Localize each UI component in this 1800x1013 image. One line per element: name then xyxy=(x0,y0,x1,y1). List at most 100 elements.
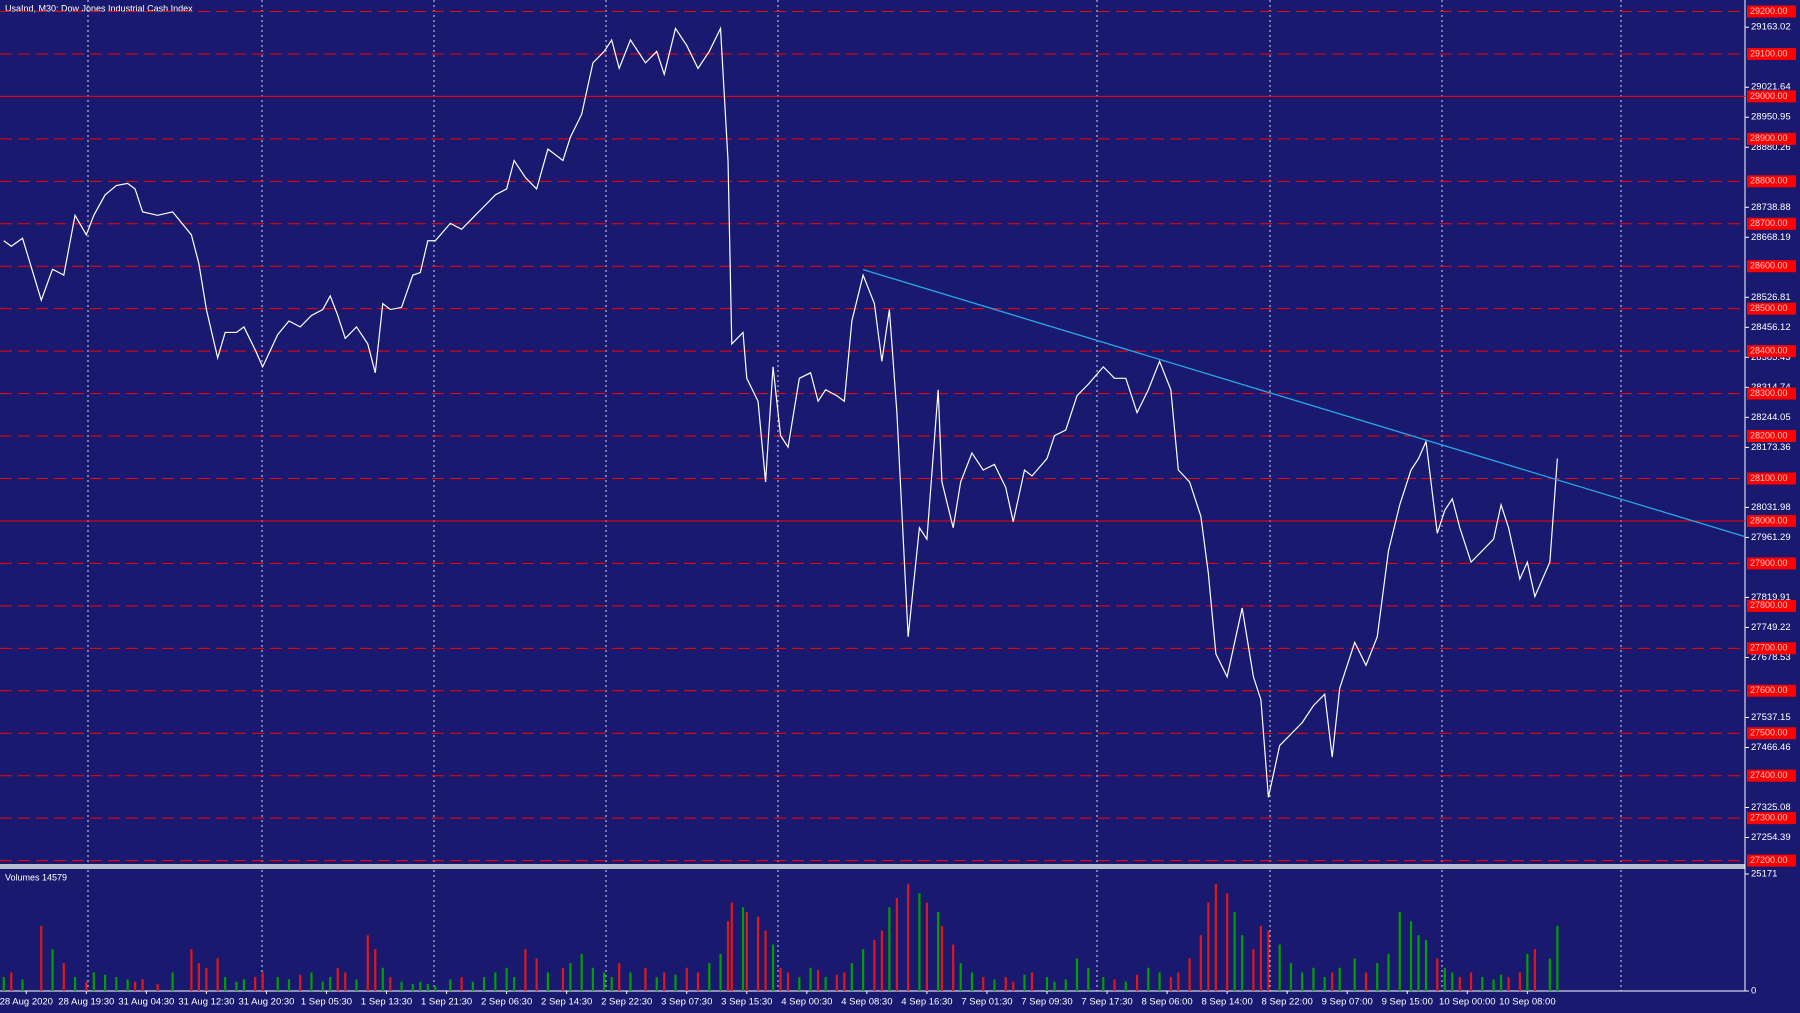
y-tick-label: 27819.91 xyxy=(1751,592,1791,603)
level-label: 28100.00 xyxy=(1750,473,1788,483)
level-label: 29000.00 xyxy=(1750,91,1788,101)
level-label-box xyxy=(1747,430,1796,443)
y-tick-label: 27254.39 xyxy=(1751,832,1791,843)
level-label-box xyxy=(1747,90,1796,103)
y-tick-label: 28031.98 xyxy=(1751,502,1791,513)
x-tick-label: 1 Sep 21:30 xyxy=(421,997,472,1008)
level-label: 27800.00 xyxy=(1750,600,1788,610)
volume-bars xyxy=(2,884,1559,991)
level-label: 27700.00 xyxy=(1750,643,1788,653)
level-label-box xyxy=(1747,557,1796,570)
y-tick-label: 27749.22 xyxy=(1751,622,1791,633)
level-label-box xyxy=(1747,5,1796,18)
level-label: 28400.00 xyxy=(1750,346,1788,356)
volume-label: Volumes 14579 xyxy=(5,872,67,882)
y-tick-label: 28385.43 xyxy=(1751,352,1791,363)
x-tick-label: 3 Sep 15:30 xyxy=(721,997,772,1008)
x-tick-label: 10 Sep 08:00 xyxy=(1499,997,1556,1008)
x-tick-label: 7 Sep 01:30 xyxy=(961,997,1012,1008)
level-label: 28500.00 xyxy=(1750,303,1788,313)
level-label: 28300.00 xyxy=(1750,388,1788,398)
x-tick-label: 4 Sep 16:30 xyxy=(901,997,952,1008)
level-label: 27200.00 xyxy=(1750,855,1788,865)
level-label: 28000.00 xyxy=(1750,515,1788,525)
level-label: 27300.00 xyxy=(1750,813,1788,823)
level-label: 27400.00 xyxy=(1750,770,1788,780)
x-tick-label: 7 Sep 09:30 xyxy=(1021,997,1072,1008)
y-tick-label: 28173.36 xyxy=(1751,442,1791,453)
level-label-box xyxy=(1747,387,1796,400)
y-tick-label: 28668.19 xyxy=(1751,232,1791,243)
x-tick-label: 8 Sep 22:00 xyxy=(1262,997,1313,1008)
level-label-box xyxy=(1747,642,1796,655)
level-label: 28900.00 xyxy=(1750,133,1788,143)
y-tick-label: 28880.26 xyxy=(1751,142,1791,153)
y-tick-label: 27537.15 xyxy=(1751,712,1791,723)
level-label: 29200.00 xyxy=(1750,6,1788,16)
level-label-box xyxy=(1747,854,1796,867)
vertical-separators xyxy=(87,0,1622,991)
level-label-box xyxy=(1747,684,1796,697)
level-label: 28200.00 xyxy=(1750,430,1788,440)
y-tick-label: 29163.02 xyxy=(1751,22,1791,33)
level-label-box xyxy=(1747,132,1796,145)
level-label-box xyxy=(1747,217,1796,230)
chart-title: UsaInd, M30: Dow Jones Industrial Cash I… xyxy=(5,3,193,13)
y-tick-label: 28526.81 xyxy=(1751,292,1791,303)
y-tick-label: 28314.74 xyxy=(1751,382,1791,393)
x-tick-label: 28 Aug 19:30 xyxy=(58,997,114,1008)
x-tick-label: 31 Aug 20:30 xyxy=(238,997,294,1008)
y-tick-label: 28950.95 xyxy=(1751,112,1791,123)
x-tick-label: 8 Sep 14:00 xyxy=(1202,997,1253,1008)
level-label-box xyxy=(1747,260,1796,273)
level-label-box xyxy=(1747,769,1796,782)
x-tick-label: 4 Sep 08:30 xyxy=(841,997,892,1008)
volume-tick-label: 25171 xyxy=(1751,869,1777,880)
x-tick-label: 8 Sep 06:00 xyxy=(1141,997,1192,1008)
level-label: 27500.00 xyxy=(1750,728,1788,738)
y-tick-label: 28456.12 xyxy=(1751,322,1791,333)
level-label-box xyxy=(1747,727,1796,740)
x-tick-label: 1 Sep 13:30 xyxy=(361,997,412,1008)
x-tick-label: 31 Aug 04:30 xyxy=(118,997,174,1008)
level-label-box xyxy=(1747,47,1796,60)
level-label: 27600.00 xyxy=(1750,685,1788,695)
x-tick-label: 9 Sep 15:00 xyxy=(1382,997,1433,1008)
y-tick-label: 27466.46 xyxy=(1751,742,1791,753)
level-label-box xyxy=(1747,345,1796,358)
level-label-box xyxy=(1747,514,1796,527)
y-tick-label: 28244.05 xyxy=(1751,412,1791,423)
x-tick-label: 7 Sep 17:30 xyxy=(1081,997,1132,1008)
panel-divider xyxy=(0,864,1745,869)
x-tick-label: 2 Sep 06:30 xyxy=(481,997,532,1008)
x-tick-label: 2 Sep 22:30 xyxy=(601,997,652,1008)
level-label-box xyxy=(1747,812,1796,825)
x-tick-label: 1 Sep 05:30 xyxy=(301,997,352,1008)
level-label: 27900.00 xyxy=(1750,558,1788,568)
y-tick-label: 27961.29 xyxy=(1751,532,1791,543)
level-label: 28700.00 xyxy=(1750,218,1788,228)
level-label: 29100.00 xyxy=(1750,48,1788,58)
level-label-box xyxy=(1747,472,1796,485)
trend-line xyxy=(862,268,1746,538)
x-tick-label: 4 Sep 00:30 xyxy=(781,997,832,1008)
y-tick-label: 29021.64 xyxy=(1751,82,1791,93)
x-tick-label: 28 Aug 2020 xyxy=(0,997,53,1008)
level-label-box xyxy=(1747,302,1796,315)
price-line xyxy=(3,26,1558,798)
x-tick-label: 3 Sep 07:30 xyxy=(661,997,712,1008)
x-tick-label: 2 Sep 14:30 xyxy=(541,997,592,1008)
level-label-box xyxy=(1747,175,1796,188)
volume-tick-label: 0 xyxy=(1751,986,1756,997)
x-tick-label: 10 Sep 00:00 xyxy=(1439,997,1496,1008)
x-tick-label: 9 Sep 07:00 xyxy=(1322,997,1373,1008)
level-label-box xyxy=(1747,599,1796,612)
y-tick-label: 27678.53 xyxy=(1751,652,1791,663)
level-label: 28800.00 xyxy=(1750,176,1788,186)
y-tick-label: 28738.88 xyxy=(1751,202,1791,213)
level-label: 28600.00 xyxy=(1750,261,1788,271)
x-tick-label: 31 Aug 12:30 xyxy=(178,997,234,1008)
